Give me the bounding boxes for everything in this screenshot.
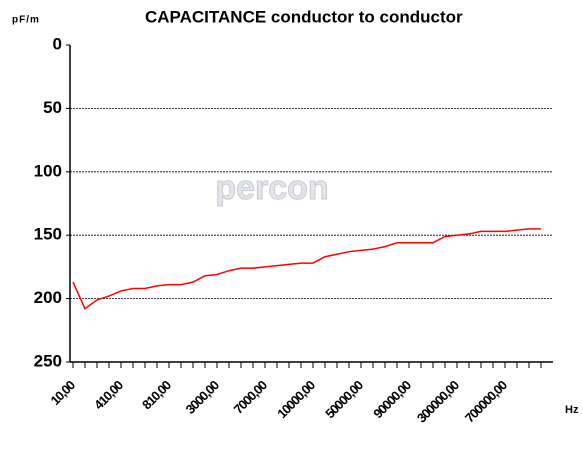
y-tick-label: 150 xyxy=(34,225,62,244)
x-tick-label: 50000,00 xyxy=(322,377,366,421)
watermark: percon xyxy=(215,169,328,207)
x-tick-label: 410,00 xyxy=(91,377,126,412)
chart-title: CAPACITANCE conductor to conductor xyxy=(145,7,463,26)
y-tick-label: 0 xyxy=(53,34,62,53)
y-tick-label: 200 xyxy=(34,288,62,307)
line-series xyxy=(72,228,541,310)
y-tick-label: 250 xyxy=(34,351,62,370)
x-tick-label: 700000,00 xyxy=(462,377,510,425)
x-tick-label: 10,00 xyxy=(47,377,78,408)
y-tick-label: 100 xyxy=(34,161,62,180)
x-tick-label: 90000,00 xyxy=(370,377,414,421)
y-tick-label: 50 xyxy=(43,98,62,117)
x-tick-label: 7000,00 xyxy=(231,377,270,416)
x-tick-label: 3000,00 xyxy=(183,377,222,416)
x-tick-label: 810,00 xyxy=(139,377,174,412)
y-axis-label: pF/m xyxy=(12,15,40,26)
x-tick-label: 10000,00 xyxy=(274,377,318,421)
x-tick-label: 300000,00 xyxy=(414,377,462,425)
x-axis-label: Hz xyxy=(565,404,579,416)
